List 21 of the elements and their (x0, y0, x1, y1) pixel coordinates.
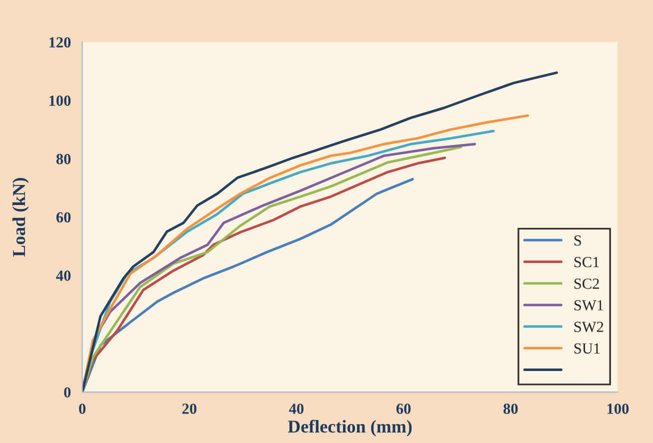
legend-label: SC2 (574, 278, 599, 289)
y-axis-title: Load (kN) (12, 178, 29, 257)
x-tick-label: 100 (608, 404, 629, 414)
legend-label: SU1 (574, 343, 600, 354)
legend-label: SC1 (574, 257, 599, 268)
legend-label: SW2 (574, 322, 604, 332)
y-tick-label: 0 (64, 387, 71, 398)
line-series (82, 71, 558, 392)
x-axis-title: Deflection (mm) (288, 420, 412, 436)
y-tick-label: 100 (49, 96, 71, 106)
legend-label: S (574, 235, 581, 246)
y-tick-label: 60 (56, 212, 71, 223)
y-tick-label: 40 (56, 270, 71, 281)
x-tick-label: 20 (182, 404, 196, 414)
x-tick-label: 80 (504, 404, 518, 414)
x-tick-label: 0 (79, 404, 86, 414)
x-tick-label: 60 (396, 404, 411, 414)
x-tick-label: 40 (289, 404, 304, 414)
legend-label: SW1 (574, 300, 604, 311)
y-tick-label: 120 (49, 37, 71, 48)
y-tick-label: 80 (56, 154, 71, 164)
